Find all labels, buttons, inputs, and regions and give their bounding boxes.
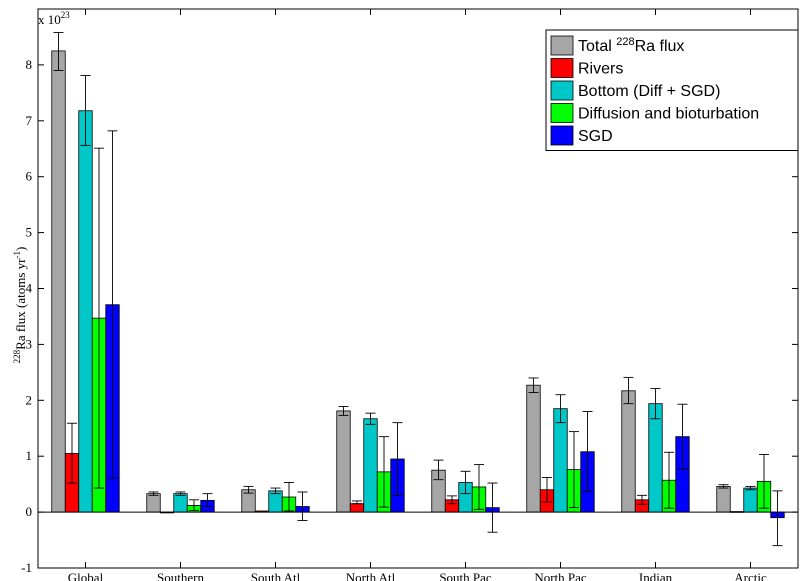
legend-swatch: [550, 103, 574, 123]
bar: [363, 418, 378, 513]
legend-entry-text-suffix: Ra flux: [635, 38, 685, 55]
legend-entry: SGD: [578, 128, 613, 145]
bar: [526, 384, 541, 513]
bar: [349, 503, 365, 513]
x-tick-label: Arctic: [734, 570, 767, 581]
bar: [553, 408, 568, 513]
bar: [51, 50, 66, 513]
multiplier-exponent: 23: [61, 10, 71, 20]
legend-swatch: [550, 125, 574, 146]
bar: [336, 410, 351, 513]
bar: [648, 403, 663, 513]
legend-entry-text: SGD: [578, 128, 613, 145]
legend-swatch: [550, 58, 574, 78]
bars-layer: [51, 32, 785, 547]
y-tick-label: 8: [26, 57, 33, 72]
legend-entry: Bottom (Diff + SGD): [578, 83, 720, 100]
y-axis-label-exponent: -1: [12, 251, 22, 259]
legend-swatch: [550, 35, 574, 56]
x-tick-label: South Pac: [439, 570, 492, 581]
legend-entry: Total 228Ra flux: [578, 36, 684, 55]
legend-entry-text: Total: [578, 38, 616, 55]
legend-entry-text: Bottom (Diff + SGD): [578, 83, 720, 100]
y-tick-label: 7: [26, 113, 33, 128]
x-tick-label: North Atl: [346, 570, 396, 581]
y-tick-label: 2: [26, 392, 33, 407]
x-tick-label: North Pac: [534, 570, 587, 581]
x-tick-label: Global: [68, 570, 104, 581]
x-tick-label: South Atl: [251, 570, 301, 581]
legend-swatch: [550, 80, 574, 101]
y-axis-label-isotope: 228: [12, 349, 22, 363]
y-axis-label: 228Ra flux (atoms yr-1): [12, 247, 28, 364]
y-tick-label: 6: [26, 169, 33, 184]
multiplier-base: x 10: [38, 12, 61, 27]
y-tick-label: 4: [26, 281, 33, 296]
y-tick-label: 5: [26, 225, 33, 240]
legend-entry: Rivers: [578, 61, 623, 78]
bar: [173, 493, 188, 513]
legend-entry: Diffusion and bioturbation: [578, 106, 759, 123]
legend: Total 228Ra flux Rivers Bottom (Diff + SGD…: [545, 29, 799, 151]
legend-entry-superscript: 228: [616, 36, 634, 48]
legend-entry-text: Rivers: [578, 61, 623, 78]
y-tick-label: 3: [26, 336, 33, 351]
y-axis-label-main: Ra flux (atoms yr: [13, 258, 28, 350]
bar: [743, 487, 758, 513]
y-axis-label-close: ): [13, 247, 28, 251]
x-tick-label: Southern: [157, 570, 204, 581]
x-tick-label: Indian: [639, 570, 673, 581]
bar: [716, 485, 731, 513]
legend-box: [545, 29, 799, 151]
legend-entry-text: Diffusion and bioturbation: [578, 106, 759, 123]
y-tick-label: 1: [26, 448, 33, 463]
y-axis-multiplier: x 1023: [38, 10, 70, 27]
bar: [146, 493, 161, 513]
bar: [621, 390, 636, 513]
y-tick-label: 0: [26, 504, 33, 519]
bar: [78, 110, 93, 513]
y-tick-label: -1: [21, 560, 32, 575]
